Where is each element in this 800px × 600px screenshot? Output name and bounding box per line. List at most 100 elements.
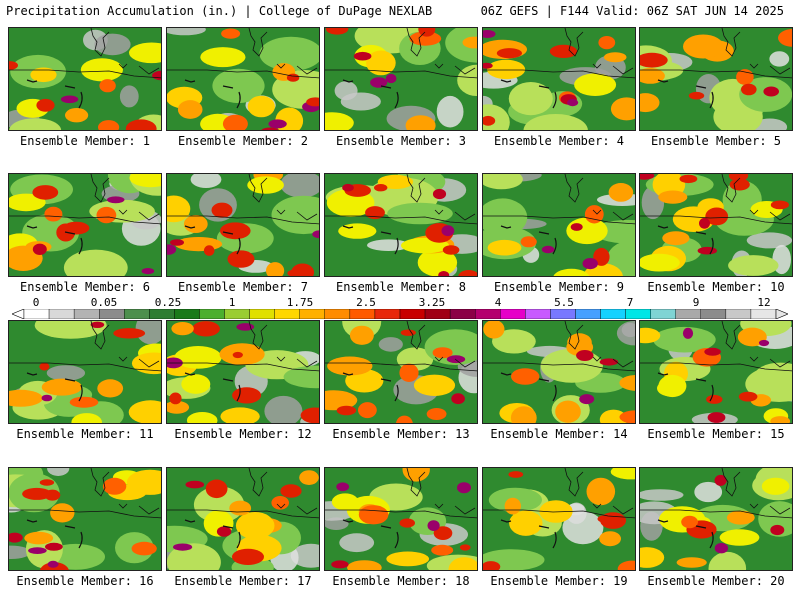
precip-contour-area bbox=[619, 374, 635, 391]
precip-contour-area bbox=[679, 174, 698, 184]
ensemble-member-label: Ensemble Member: 16 bbox=[16, 574, 154, 588]
precip-contour-area bbox=[640, 52, 668, 68]
precip-contour-area bbox=[395, 415, 413, 423]
precip-contour-area bbox=[113, 328, 146, 339]
colorbar-tick-label: 9 bbox=[692, 296, 700, 309]
precip-contour-area bbox=[763, 86, 779, 97]
ensemble-member-label: Ensemble Member: 2 bbox=[177, 134, 309, 148]
precip-contour-area bbox=[523, 114, 588, 130]
light-precip-area bbox=[367, 239, 410, 251]
precip-contour-area bbox=[200, 47, 246, 68]
precip-contour-area bbox=[758, 339, 770, 347]
ensemble-member-label: Ensemble Member: 14 bbox=[490, 427, 628, 441]
ensemble-member-label: Ensemble Member: 17 bbox=[174, 574, 312, 588]
colorbar-tick-label: 0.05 bbox=[90, 296, 118, 309]
precip-contour-area bbox=[141, 268, 155, 275]
ensemble-member-label: Ensemble Member: 10 bbox=[647, 280, 785, 294]
precip-contour-area bbox=[387, 202, 453, 225]
precip-contour-area bbox=[286, 73, 300, 82]
precip-contour-area bbox=[102, 477, 127, 495]
ensemble-member-label: Ensemble Member: 3 bbox=[335, 134, 467, 148]
precip-contour-area bbox=[741, 83, 757, 96]
political-border-line bbox=[167, 215, 319, 225]
precip-contour-area bbox=[9, 532, 23, 543]
precip-contour-area bbox=[205, 479, 228, 499]
ensemble-member-map bbox=[8, 27, 162, 131]
precip-contour-area bbox=[125, 119, 157, 130]
precip-contour-area bbox=[186, 412, 218, 423]
precipitation-colorbar bbox=[12, 309, 788, 319]
precip-contour-area bbox=[504, 497, 521, 515]
ensemble-member-map bbox=[482, 173, 636, 277]
political-border-line bbox=[167, 69, 319, 79]
precip-contour-area bbox=[483, 198, 528, 237]
precip-contour-area bbox=[738, 391, 758, 402]
lake-outline bbox=[500, 225, 557, 255]
precip-contour-area bbox=[448, 557, 477, 570]
political-border-line bbox=[640, 215, 792, 225]
precip-contour-area bbox=[235, 512, 275, 540]
precip-contour-area bbox=[640, 174, 655, 180]
precip-contour-area bbox=[271, 195, 319, 235]
precip-contour-area bbox=[9, 61, 18, 70]
lake-outline bbox=[500, 79, 557, 109]
precip-contour-area bbox=[413, 374, 456, 396]
lake-outline bbox=[26, 519, 83, 549]
colorbar-swatch bbox=[73, 309, 100, 319]
political-border-line bbox=[9, 69, 161, 79]
precip-contour-area bbox=[719, 529, 760, 546]
precip-contour-area bbox=[50, 503, 75, 523]
precip-contour-area bbox=[770, 524, 785, 536]
precip-contour-area bbox=[754, 362, 792, 391]
precip-contour-area bbox=[399, 518, 415, 528]
precip-contour-area bbox=[39, 362, 50, 371]
precip-contour-area bbox=[431, 544, 454, 556]
precip-contour-area bbox=[32, 243, 47, 255]
light-precip-area bbox=[562, 511, 604, 545]
precip-contour-area bbox=[770, 200, 789, 210]
precip-contour-area bbox=[221, 28, 241, 39]
light-precip-area bbox=[46, 365, 86, 381]
precip-contour-area bbox=[220, 222, 251, 240]
ensemble-member-map bbox=[324, 173, 478, 277]
ensemble-member-label: Ensemble Member: 7 bbox=[177, 280, 309, 294]
precip-contour-area bbox=[299, 470, 319, 485]
lake-outline bbox=[342, 372, 399, 402]
precip-contour-area bbox=[71, 413, 102, 423]
colorbar-tick-label: 1.75 bbox=[286, 296, 314, 309]
lake-outline bbox=[26, 225, 83, 255]
colorbar-swatch bbox=[199, 309, 225, 319]
precip-contour-area bbox=[47, 560, 59, 568]
precip-contour-area bbox=[232, 548, 264, 565]
colorbar-swatch bbox=[600, 309, 626, 319]
lake-outline bbox=[184, 372, 241, 402]
ensemble-member-map bbox=[639, 320, 793, 424]
precip-contour-area bbox=[706, 394, 723, 404]
ensemble-member-label: Ensemble Member: 13 bbox=[332, 427, 470, 441]
precip-contour-area bbox=[386, 551, 430, 567]
colorbar-swatch bbox=[149, 309, 175, 319]
light-precip-area bbox=[119, 85, 139, 108]
precip-contour-area bbox=[271, 496, 289, 510]
light-precip-area bbox=[769, 51, 790, 67]
precip-contour-area bbox=[483, 62, 493, 69]
precip-contour-area bbox=[41, 394, 53, 402]
colorbar-swatch bbox=[650, 309, 676, 319]
colorbar-swatch bbox=[124, 309, 150, 319]
precip-contour-area bbox=[402, 468, 430, 482]
coastline bbox=[248, 174, 318, 221]
precip-contour-area bbox=[714, 474, 727, 486]
precip-contour-area bbox=[98, 120, 120, 130]
precip-contour-area bbox=[349, 325, 374, 345]
precip-contour-area bbox=[167, 244, 177, 255]
precip-contour-area bbox=[761, 477, 790, 495]
precip-contour-area bbox=[509, 510, 543, 536]
colorbar-tick-label: 0 bbox=[32, 296, 40, 309]
light-precip-area bbox=[339, 533, 375, 553]
ensemble-member-map bbox=[166, 173, 320, 277]
precip-contour-area bbox=[508, 82, 553, 116]
colorbar-swatch bbox=[449, 309, 476, 319]
precip-contour-area bbox=[106, 196, 125, 204]
precip-contour-area bbox=[280, 484, 302, 498]
precip-contour-area bbox=[44, 489, 61, 501]
